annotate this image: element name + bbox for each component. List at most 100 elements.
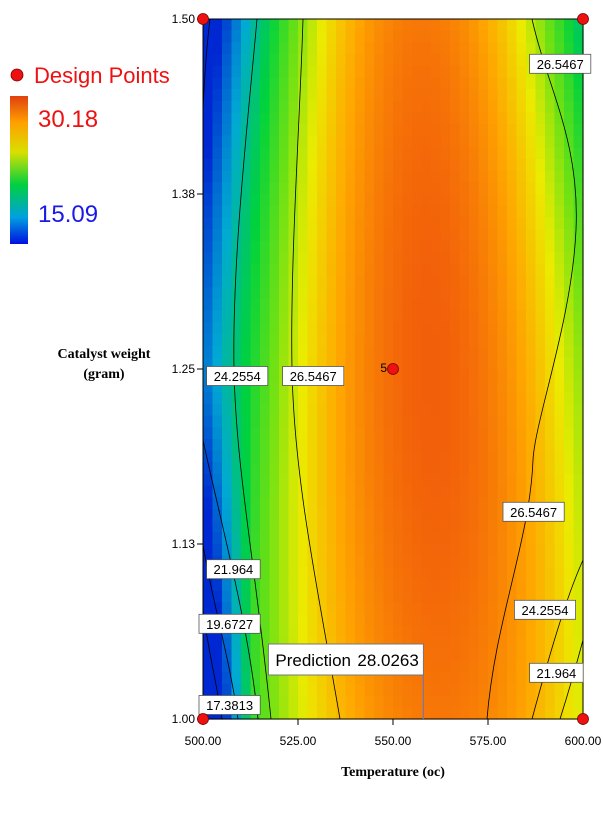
surface-cell: [478, 19, 489, 32]
contour-label: 24.2554: [214, 369, 261, 384]
surface-cell: [212, 65, 223, 78]
surface-cell: [345, 392, 356, 405]
surface-cell: [269, 672, 280, 685]
surface-cell: [383, 462, 394, 475]
surface-cell: [402, 89, 413, 102]
axis-ticks: 500.00 525.00 550.00 575.00 600.001.001.131.…: [172, 12, 602, 748]
surface-cell: [507, 649, 518, 662]
surface-cell: [326, 170, 337, 183]
surface-cell: [231, 334, 242, 347]
surface-cell: [402, 380, 413, 393]
surface-cell: [431, 124, 442, 137]
surface-cell: [516, 124, 527, 137]
surface-cell: [393, 532, 404, 545]
surface-cell: [269, 264, 280, 277]
surface-cell: [573, 30, 584, 43]
surface-cell: [222, 392, 233, 405]
surface-cell: [269, 544, 280, 557]
surface-cell: [421, 497, 432, 510]
surface-cell: [364, 672, 375, 685]
surface-cell: [393, 229, 404, 242]
surface-cell: [497, 19, 508, 32]
surface-cell: [440, 614, 451, 627]
surface-cell: [564, 299, 575, 312]
surface-cell: [554, 637, 565, 650]
surface-cell: [564, 439, 575, 452]
surface-cell: [421, 532, 432, 545]
surface-cell: [336, 299, 347, 312]
surface-cell: [307, 159, 318, 172]
surface-cell: [497, 602, 508, 615]
surface-cell: [535, 205, 546, 218]
surface-cell: [526, 159, 537, 172]
surface-cell: [269, 54, 280, 67]
surface-cell: [260, 147, 271, 160]
surface-cell: [564, 380, 575, 393]
surface-cell: [222, 159, 233, 172]
surface-cell: [250, 345, 261, 358]
surface-cell: [279, 509, 290, 522]
surface-cell: [222, 590, 233, 603]
surface-cell: [573, 369, 584, 382]
surface-cell: [545, 567, 556, 580]
surface-cell: [260, 240, 271, 253]
surface-cell: [298, 392, 309, 405]
color-scale-max: 30.18: [38, 106, 98, 133]
surface-cell: [431, 485, 442, 498]
surface-cell: [317, 497, 328, 510]
surface-cell: [317, 602, 328, 615]
surface-cell: [516, 637, 527, 650]
surface-cell: [260, 217, 271, 230]
surface-cell: [203, 334, 214, 347]
surface-cell: [307, 404, 318, 417]
surface-cell: [402, 345, 413, 358]
surface-cell: [412, 404, 423, 417]
surface-cell: [440, 625, 451, 638]
surface-cell: [260, 357, 271, 370]
surface-cell: [269, 415, 280, 428]
surface-cell: [545, 520, 556, 533]
surface-cell: [535, 89, 546, 102]
surface-cell: [307, 474, 318, 487]
surface-cell: [497, 287, 508, 300]
surface-cell: [212, 240, 223, 253]
surface-cell: [478, 42, 489, 55]
surface-cell: [478, 497, 489, 510]
surface-cell: [526, 520, 537, 533]
surface-cell: [459, 380, 470, 393]
surface-cell: [545, 450, 556, 463]
surface-cell: [345, 672, 356, 685]
design-point: [577, 713, 589, 725]
surface-cell: [421, 544, 432, 557]
surface-cell: [269, 299, 280, 312]
surface-cell: [488, 252, 499, 265]
surface-cell: [364, 217, 375, 230]
surface-cell: [554, 252, 565, 265]
surface-cell: [478, 205, 489, 218]
surface-cell: [374, 684, 385, 697]
surface-cell: [364, 555, 375, 568]
surface-cell: [307, 124, 318, 137]
surface-cell: [431, 182, 442, 195]
surface-cell: [469, 544, 480, 557]
surface-cell: [440, 520, 451, 533]
surface-cell: [488, 485, 499, 498]
surface-cell: [554, 322, 565, 335]
surface-cell: [535, 252, 546, 265]
surface-cell: [345, 614, 356, 627]
surface-cell: [345, 637, 356, 650]
surface-cell: [459, 520, 470, 533]
surface-cell: [212, 450, 223, 463]
surface-cell: [431, 345, 442, 358]
surface-cell: [269, 100, 280, 113]
surface-cell: [260, 415, 271, 428]
surface-cell: [564, 555, 575, 568]
surface-cell: [307, 170, 318, 183]
surface-cell: [393, 707, 404, 720]
surface-cell: [516, 100, 527, 113]
surface-cell: [450, 369, 461, 382]
surface-cell: [279, 135, 290, 148]
surface-cell: [507, 240, 518, 253]
surface-cell: [374, 695, 385, 708]
surface-cell: [431, 555, 442, 568]
